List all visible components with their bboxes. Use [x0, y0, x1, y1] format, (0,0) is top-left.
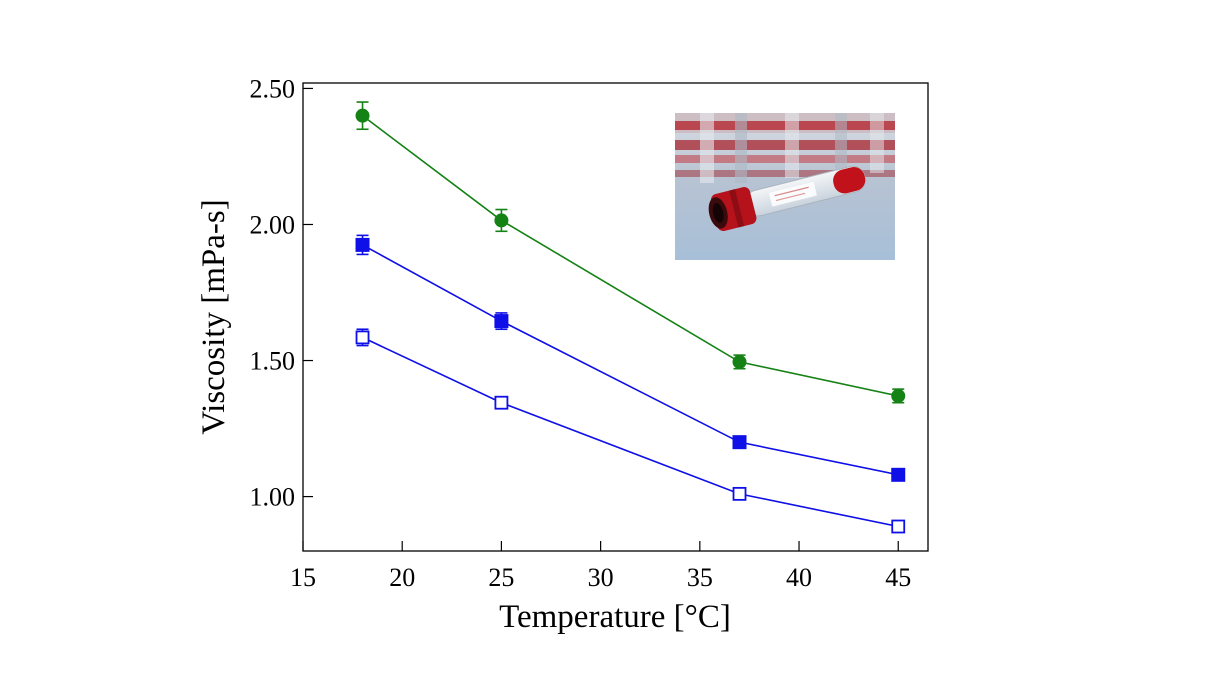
data-point	[732, 435, 747, 450]
x-tick-label: 35	[687, 563, 713, 592]
series-line	[362, 115, 899, 397]
x-tick-label: 40	[786, 563, 812, 592]
y-tick-label: 1.50	[250, 347, 296, 376]
data-point	[494, 314, 509, 329]
y-tick-label: 2.00	[250, 210, 296, 239]
data-point	[732, 354, 747, 369]
y-tick-label: 1.00	[250, 483, 296, 512]
data-point	[355, 108, 370, 123]
x-axis-ticks: 15 20 25 30 35 40 45	[290, 541, 911, 592]
x-tick-label: 20	[389, 563, 415, 592]
data-point	[891, 388, 906, 403]
series-layer	[355, 101, 906, 534]
x-tick-label: 25	[488, 563, 514, 592]
data-point	[891, 467, 906, 482]
x-tick-label: 45	[885, 563, 911, 592]
data-point	[355, 330, 370, 345]
data-point	[732, 486, 747, 501]
data-point	[891, 519, 906, 534]
series-1	[355, 101, 906, 404]
blood-tube-photo	[675, 113, 895, 260]
series-line	[362, 336, 899, 528]
data-point	[494, 213, 509, 228]
y-axis-ticks: 1.00 1.50 2.00 2.50	[250, 74, 313, 512]
y-axis-label: Viscosity [mPa-s]	[196, 199, 232, 434]
x-axis-label: Temperature [°C]	[499, 599, 731, 635]
series-2	[355, 234, 906, 482]
series-3	[355, 328, 906, 534]
series-line	[362, 244, 899, 476]
y-tick-label: 2.50	[250, 74, 296, 103]
data-point	[494, 395, 509, 410]
x-tick-label: 15	[290, 563, 316, 592]
x-tick-label: 30	[588, 563, 614, 592]
data-point	[355, 237, 370, 252]
plot-area-frame	[302, 82, 929, 552]
